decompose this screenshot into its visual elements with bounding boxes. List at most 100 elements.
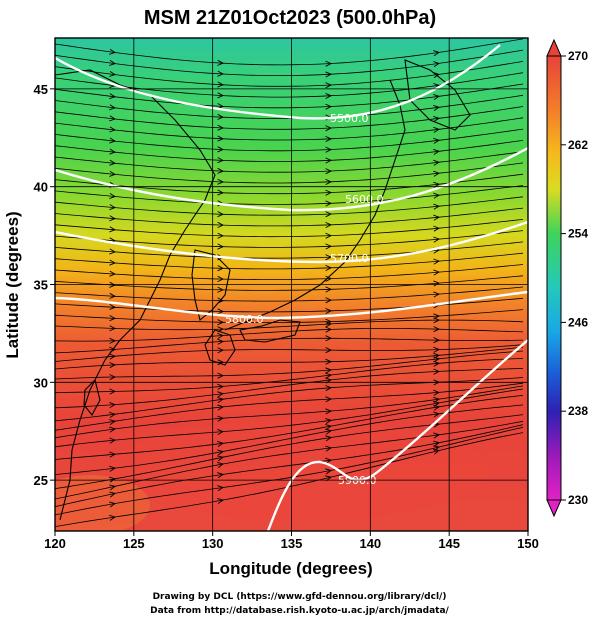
x-axis-label: Longitude (degrees): [209, 559, 372, 578]
streamline-arrowhead: [217, 211, 225, 218]
streamline-arrowhead: [217, 92, 225, 99]
streamline-arrowhead: [433, 360, 441, 367]
streamline-arrowhead: [433, 280, 441, 287]
streamline-arrowhead: [325, 157, 333, 164]
streamline-arrowhead: [217, 113, 225, 120]
streamline-arrowhead: [109, 353, 117, 360]
streamline-arrowhead: [109, 292, 117, 299]
streamline-arrowhead: [217, 440, 225, 447]
contour-label-5700: 5700.0: [330, 252, 369, 265]
streamline-arrowhead: [109, 514, 117, 521]
plot-area: 5500.0 5600.0 5700.0 5800.0 5900.0: [55, 38, 528, 531]
streamline-arrowhead: [109, 71, 117, 77]
streamline: [55, 49, 524, 76]
contour-label-5500: 5500.0: [330, 112, 369, 125]
streamline-arrowhead: [325, 321, 333, 328]
streamline-arrowhead: [217, 396, 225, 403]
streamline-arrowhead: [325, 297, 333, 304]
streamline-arrowhead: [217, 326, 225, 333]
streamline: [55, 432, 524, 527]
streamline-arrowhead: [109, 476, 117, 483]
streamline-arrowhead: [325, 103, 333, 110]
streamline: [55, 185, 524, 205]
streamline-arrowhead: [109, 204, 117, 211]
streamline-arrowhead: [109, 48, 117, 55]
streamline-arrowhead: [433, 317, 441, 324]
streamline: [55, 264, 524, 280]
streamline-arrowhead: [325, 168, 333, 175]
streamline-arrowhead: [217, 472, 225, 479]
streamline-arrowhead: [433, 258, 441, 265]
streamline-arrowhead: [433, 137, 441, 144]
streamline: [55, 162, 524, 184]
streamline-arrowhead: [433, 61, 441, 68]
streamline-arrowhead: [433, 432, 441, 439]
streamline-arrowhead: [217, 449, 225, 456]
streamline-arrowhead: [325, 146, 333, 153]
streamline-arrowhead: [217, 81, 225, 88]
streamline-arrowhead: [217, 297, 225, 304]
streamline: [55, 117, 524, 141]
streamline-arrowhead: [217, 455, 225, 462]
streamline-arrowhead: [217, 286, 225, 293]
x-axis-ticks: 120 125 130 135 140 145 150: [44, 536, 539, 551]
streamline-arrowhead: [109, 215, 117, 222]
streamline-arrowhead: [217, 485, 225, 492]
streamline-arrowhead: [325, 396, 333, 403]
colorbar-tick-label: 246: [568, 315, 588, 329]
credit-data: Data from http://database.rish.kyoto-u.a…: [150, 606, 449, 616]
colorbar-tick-label: 254: [568, 227, 588, 241]
streamline-arrowhead: [109, 337, 117, 344]
streamline: [55, 388, 524, 448]
streamline-arrowhead: [109, 304, 117, 311]
coastline-china: [59, 299, 151, 521]
streamline-arrowhead: [109, 248, 117, 255]
colorbar-tick-label: 238: [568, 404, 588, 418]
streamline-arrowhead: [109, 401, 117, 408]
streamline-arrowhead: [109, 59, 117, 66]
streamline-arrowhead: [109, 270, 117, 277]
y-axis-ticks: 25 30 35 40 45: [34, 82, 48, 488]
streamline: [55, 286, 524, 302]
colorbar-tick-label: 262: [568, 138, 588, 152]
streamline-arrowhead: [109, 501, 117, 508]
streamline-arrowhead: [109, 362, 117, 369]
streamline: [55, 337, 524, 354]
streamline-arrowhead: [109, 325, 117, 332]
streamline-arrowhead: [217, 391, 225, 398]
streamline-arrowhead: [109, 281, 117, 288]
streamline-arrowhead: [325, 367, 333, 374]
streamline-arrowhead: [109, 465, 117, 472]
streamline-arrowhead: [325, 92, 333, 99]
y-tick-label: 40: [34, 180, 48, 195]
streamline-arrowhead: [217, 359, 225, 366]
height-contours: [55, 44, 528, 531]
streamline-arrowhead: [217, 404, 225, 411]
streamline-arrowhead: [325, 211, 333, 218]
streamline: [55, 309, 524, 323]
streamline-arrowhead: [217, 461, 225, 468]
streamline-arrowhead: [325, 71, 333, 78]
x-tick-label: 150: [517, 536, 539, 551]
y-tick-label: 35: [34, 278, 48, 293]
contour-5600: [55, 146, 528, 212]
streamline-arrowhead: [433, 192, 441, 199]
streamline-arrowhead: [325, 221, 333, 228]
tick-marks: [50, 88, 529, 536]
streamline: [55, 420, 524, 500]
colorbar-top-arrow: [546, 38, 562, 57]
streamline-arrowhead: [109, 104, 117, 111]
streamline-arrowhead: [109, 315, 117, 322]
streamline: [55, 344, 524, 362]
streamline-arrowhead: [325, 372, 333, 379]
streamline: [55, 395, 524, 460]
streamline: [55, 275, 524, 291]
streamline-arrowhead: [217, 415, 225, 422]
streamline-arrowhead: [109, 226, 117, 233]
streamline-arrowhead: [325, 418, 333, 424]
streamline-arrowhead: [217, 319, 225, 326]
warm-region-sw: [55, 475, 150, 531]
streamline-arrowhead: [433, 389, 441, 396]
streamline-arrowhead: [217, 428, 225, 435]
streamline-arrowhead: [217, 332, 225, 339]
